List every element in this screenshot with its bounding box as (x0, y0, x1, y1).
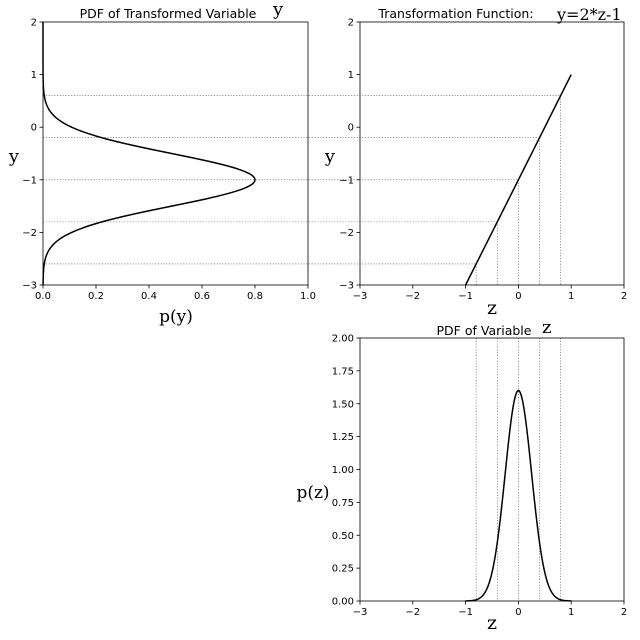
panel-transformed-pdf: 0.0 0.2 0.4 0.6 0.8 1.0 −3 −2 −1 0 1 2 PDF of Tran… (8, 0, 561, 327)
x-tick-label: 0.2 (88, 291, 104, 302)
x-tick-label: −1 (458, 607, 473, 618)
chart-title: PDF of Variable (437, 323, 532, 338)
y-axis-label: y (324, 146, 336, 167)
x-tick-label: 0 (515, 291, 521, 302)
guide-lines (475, 338, 561, 601)
x-tick-label: −2 (405, 291, 420, 302)
x-tick-label: 1 (568, 607, 574, 618)
y-tick-label: 1.50 (332, 399, 354, 410)
y-tick-label: −1 (339, 175, 354, 186)
function-annotation: y=2*z-1 (556, 5, 622, 24)
y-axis-label: p(z) (296, 483, 329, 503)
y-tick-label: 0.00 (332, 597, 354, 608)
x-tick-label: 0.0 (35, 291, 51, 302)
y-tick-label: 2 (31, 18, 37, 29)
y-tick-label: 0.50 (332, 531, 354, 542)
y-tick-label: 1.25 (332, 432, 354, 443)
y-tick-label: −2 (339, 228, 354, 239)
variable-pdf-curve (465, 389, 572, 602)
y-ticks: −3 −2 −1 0 1 2 (339, 18, 360, 292)
y-tick-label: 1.75 (332, 366, 354, 377)
plot-frame (359, 337, 625, 602)
y-tick-label: 1.00 (332, 465, 354, 476)
x-tick-label: 0.8 (247, 291, 263, 302)
y-tick-label: 0.25 (332, 564, 354, 575)
y-tick-label: −3 (22, 281, 37, 292)
x-tick-label: 0.6 (194, 291, 210, 302)
chart-title: PDF of Transformed Variable (80, 6, 257, 21)
plot-frame (42, 21, 309, 286)
y-tick-label: −1 (22, 175, 37, 186)
x-tick-label: 2 (621, 291, 627, 302)
x-tick-label: 2 (621, 607, 627, 618)
y-ticks: −3 −2 −1 0 1 2 (22, 18, 43, 292)
y-ticks: 0.00 0.25 0.50 0.75 1.00 1.25 1.50 1.75 2.00 (332, 334, 360, 608)
x-axis-label: z (487, 612, 497, 634)
y-tick-label: −3 (339, 281, 354, 292)
y-tick-label: 2 (348, 18, 354, 29)
chart-title: Transformation Function: (377, 6, 533, 21)
plot-frame (359, 21, 625, 286)
y-tick-label: 0 (348, 123, 354, 134)
y-tick-label: 1 (348, 70, 354, 81)
guide-lines (475, 95, 561, 285)
x-tick-label: 1.0 (300, 291, 316, 302)
x-ticks: −3 −2 −1 0 1 2 (353, 285, 627, 302)
y-tick-label: 2.00 (332, 334, 354, 345)
y-tick-label: 1 (31, 70, 37, 81)
x-tick-label: 1 (568, 291, 574, 302)
corner-label: z (542, 317, 551, 338)
x-axis-label: p(y) (159, 307, 193, 327)
x-tick-label: −1 (458, 291, 473, 302)
y-tick-label: 0 (31, 123, 37, 134)
guide-lines (43, 95, 561, 265)
x-ticks: −3 −2 −1 0 1 2 (353, 601, 627, 618)
panel-transformation: −3 −2 −1 0 1 2 −3 −2 −1 0 1 2 Transformation Funct… (324, 5, 627, 319)
panel-variable-pdf: −3 −2 −1 0 1 2 0.00 0.25 0.50 0.75 1.00 1.25 1.50 1.… (296, 317, 627, 634)
y-axis-label: y (8, 146, 20, 167)
x-tick-label: −3 (353, 291, 368, 302)
transformed-pdf-curve (42, 22, 256, 286)
x-tick-label: −2 (405, 607, 420, 618)
corner-label: y (272, 0, 284, 20)
y-tick-label: 0.75 (332, 498, 354, 509)
x-axis-label: z (487, 297, 497, 319)
transformation-line (464, 74, 572, 286)
x-tick-label: 0 (515, 607, 521, 618)
x-tick-label: −3 (353, 607, 368, 618)
x-tick-label: 0.4 (141, 291, 157, 302)
x-ticks: 0.0 0.2 0.4 0.6 0.8 1.0 (35, 285, 316, 302)
y-tick-label: −2 (22, 228, 37, 239)
